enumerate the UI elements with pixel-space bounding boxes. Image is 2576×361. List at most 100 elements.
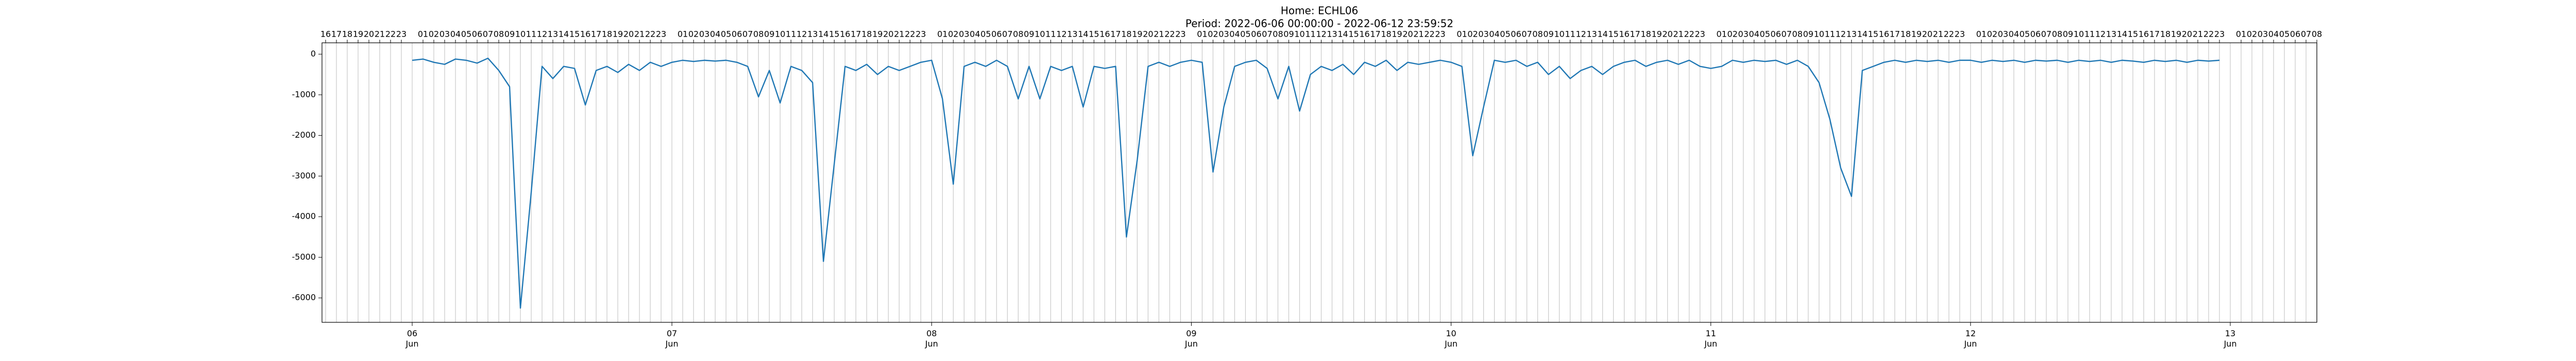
x2-tick-label: 04 [1229,29,1240,39]
x2-tick-label: 15 [1868,29,1878,39]
x2-tick-label: 06 [732,29,742,39]
x2-tick-label: 17 [331,29,342,39]
x2-tick-label: 18 [1121,29,1131,39]
x2-tick-label: 19 [2171,29,2181,39]
x2-tick-label: 07 [1262,29,1272,39]
y-tick-label: -2000 [292,130,316,140]
x2-tick-label: 08 [2052,29,2062,39]
x2-tick-label: 19 [1651,29,1662,39]
x2-tick-label: 18 [1640,29,1651,39]
x-tick-label: 06 Jun [405,329,419,349]
x2-tick-label: 03 [699,29,709,39]
x2-tick-label: 08 [1013,29,1023,39]
x2-tick-label: 21 [634,29,645,39]
x2-tick-label: 06 [2030,29,2041,39]
x2-tick-label: 02 [1727,29,1738,39]
x2-tick-label: 10 [1035,29,1045,39]
x2-tick-label: 01 [1976,29,1987,39]
x2-tick-label: 07 [483,29,493,39]
x2-tick-label: 16 [580,29,590,39]
x2-tick-label: 15 [2128,29,2138,39]
plot-frame [321,42,2317,323]
x2-tick-label: 18 [1381,29,1391,39]
x2-tick-label: 01 [677,29,688,39]
x2-tick-label: 23 [1175,29,1185,39]
x2-tick-label: 18 [1901,29,1911,39]
x2-tick-label: 08 [1792,29,1803,39]
x2-tick-label: 18 [602,29,612,39]
x2-tick-label: 23 [1435,29,1445,39]
x2-tick-label: 19 [1132,29,1142,39]
x2-tick-label: 10 [1294,29,1304,39]
y-tick-label: -3000 [292,171,316,180]
x2-tick-label: 20 [1402,29,1413,39]
x2-tick-label: 22 [1164,29,1175,39]
x2-tick-label: 19 [353,29,363,39]
x2-tick-label: 15 [1348,29,1359,39]
x2-tick-label: 07 [1782,29,1792,39]
x2-tick-label: 11 [1825,29,1835,39]
x2-tick-label: 01 [2236,29,2246,39]
x2-tick-label: 08 [753,29,764,39]
x2-tick-label: 20 [364,29,374,39]
x2-tick-label: 10 [1554,29,1564,39]
x-tick-label: 10 Jun [1444,329,1458,349]
x2-tick-label: 15 [1089,29,1099,39]
x2-tick-label: 04 [2009,29,2019,39]
x2-tick-label: 16 [1879,29,1889,39]
x2-tick-label: 01 [418,29,428,39]
x2-tick-label: 02 [1467,29,1478,39]
x2-tick-label: 20 [2182,29,2192,39]
x2-tick-label: 16 [1619,29,1629,39]
x2-tick-label: 21 [1154,29,1164,39]
x2-tick-label: 09 [1803,29,1814,39]
x2-tick-label: 12 [537,29,547,39]
x2-tick-label: 20 [1922,29,1933,39]
x2-tick-label: 02 [1208,29,1218,39]
x2-tick-label: 08 [2312,29,2322,39]
x2-tick-label: 05 [2279,29,2290,39]
chart-subtitle: Period: 2022-06-06 00:00:00 - 2022-06-12… [1185,18,1453,30]
x2-tick-label: 19 [613,29,623,39]
x2-tick-label: 12 [796,29,807,39]
x2-tick-label: 03 [1998,29,2008,39]
x2-tick-label: 09 [1024,29,1034,39]
x2-tick-label: 21 [894,29,904,39]
x2-tick-label: 07 [1002,29,1012,39]
y-tick-label: -5000 [292,252,316,261]
x2-tick-label: 01 [937,29,947,39]
x2-tick-label: 17 [2149,29,2160,39]
x2-tick-label: 17 [1890,29,1900,39]
x2-tick-label: 17 [1630,29,1640,39]
x2-tick-label: 05 [1760,29,1770,39]
x2-tick-label: 14 [818,29,828,39]
x2-tick-label: 13 [1586,29,1597,39]
x2-tick-label: 13 [1846,29,1857,39]
x2-tick-label: 03 [2258,29,2268,39]
x2-tick-label: 04 [1489,29,1499,39]
x2-tick-label: 21 [1673,29,1684,39]
x2-tick-label: 15 [829,29,839,39]
x2-tick-label: 16 [320,29,331,39]
x2-tick-label: 13 [807,29,818,39]
x2-tick-label: 22 [1944,29,1954,39]
x2-tick-label: 10 [775,29,785,39]
x2-tick-label: 20 [1143,29,1153,39]
x2-tick-label: 17 [591,29,601,39]
x2-tick-label: 12 [1836,29,1846,39]
x2-tick-label: 21 [375,29,385,39]
x2-tick-label: 22 [1424,29,1434,39]
x2-tick-label: 08 [1532,29,1543,39]
x2-tick-label: 10 [2074,29,2084,39]
x2-tick-label: 06 [2290,29,2300,39]
x2-tick-label: 20 [883,29,893,39]
x2-tick-label: 02 [1987,29,1997,39]
x2-tick-label: 02 [2247,29,2257,39]
x-tick-label: 09 Jun [1184,329,1198,349]
x2-tick-label: 21 [2193,29,2203,39]
x2-tick-label: 12 [2095,29,2106,39]
x2-tick-label: 13 [1067,29,1077,39]
x2-tick-label: 14 [1078,29,1088,39]
x2-tick-label: 23 [656,29,666,39]
